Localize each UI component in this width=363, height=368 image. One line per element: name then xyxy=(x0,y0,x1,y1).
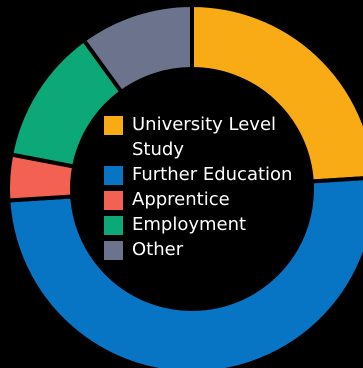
donut-slice-university-level-study xyxy=(190,2,363,184)
legend-label-apprentice: Apprentice xyxy=(132,189,230,210)
legend-label-university-level-line1: University Level xyxy=(132,114,277,135)
legend-label-other: Other xyxy=(132,239,184,260)
legend-swatch-further-education xyxy=(104,166,123,185)
legend-item-university-level-study: University Level Study xyxy=(104,112,324,162)
legend: University Level Study Further Education… xyxy=(104,112,324,262)
legend-swatch-apprentice xyxy=(104,191,123,210)
legend-label-employment: Employment xyxy=(132,214,247,235)
legend-item-further-education: Further Education xyxy=(104,162,324,187)
legend-label-further-education: Further Education xyxy=(132,164,293,185)
legend-swatch-university-level-study xyxy=(104,116,123,135)
donut-slice-other xyxy=(81,2,194,95)
legend-item-apprentice: Apprentice xyxy=(104,187,324,212)
legend-label-university-level-line2: Study xyxy=(132,139,184,160)
donut-slice-further-education xyxy=(6,176,363,368)
legend-item-employment: Employment xyxy=(104,212,324,237)
legend-swatch-other xyxy=(104,241,123,260)
legend-item-other: Other xyxy=(104,237,324,262)
legend-swatch-employment xyxy=(104,216,123,235)
